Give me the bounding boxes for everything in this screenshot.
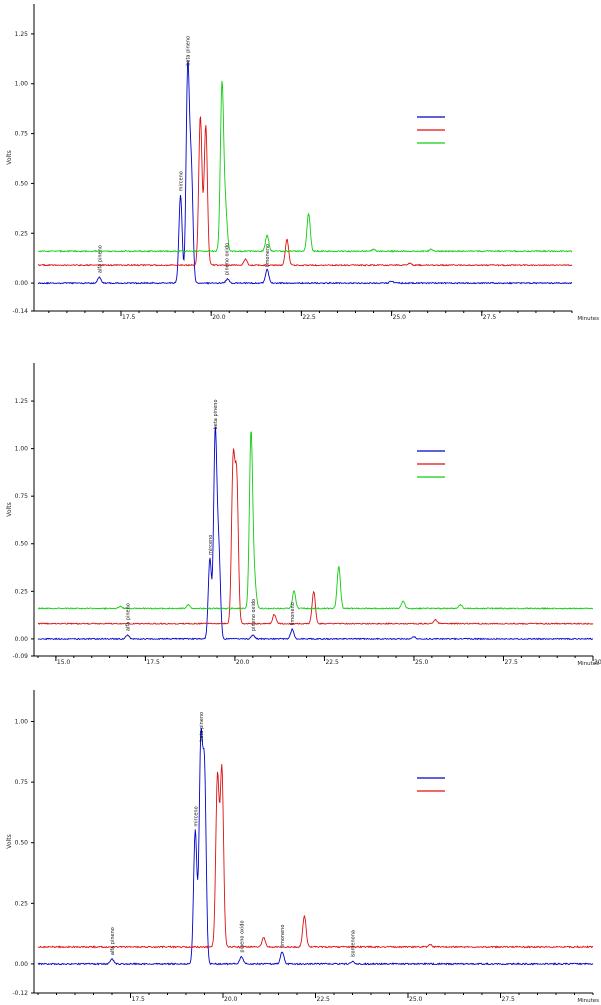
peak-annotation: mirceno	[193, 806, 199, 826]
x-tick-label: 22.5	[325, 659, 339, 666]
x-axis-unit-label: Minutes	[577, 998, 599, 1004]
chart-panel-2: -0.09 0.00 0.25 0.50 0.75 1.00 1.25 15.0 17.5 20.…	[6, 363, 601, 667]
series-trace-3	[37, 80, 573, 253]
y-tick-label: 0.75	[15, 131, 29, 138]
x-axis-unit-label: Minutes	[577, 661, 599, 667]
x-axis-unit-label: Minutes	[577, 316, 599, 322]
series-trace-1	[37, 727, 594, 966]
x-tick-label: 22.5	[302, 314, 316, 321]
x-tick-label: 17.5	[122, 314, 136, 321]
y-tick-label: 1.00	[15, 719, 29, 726]
peak-annotation: alfa pineno	[97, 245, 103, 273]
y-tick-label: 1.00	[15, 81, 29, 88]
y-tick-label: 0.75	[15, 779, 29, 786]
y-tick-label: 0.75	[15, 493, 29, 500]
series-trace-1	[37, 427, 594, 641]
x-tick-label: 22.5	[317, 996, 331, 1003]
y-tick-label: 1.25	[15, 31, 29, 38]
y-tick-label: 1.00	[15, 446, 29, 453]
x-tick-label: 20.0	[224, 996, 238, 1003]
x-tick-label: 27.5	[504, 659, 518, 666]
series-trace-2	[37, 764, 594, 949]
peak-annotation: beta pineno	[186, 36, 192, 66]
series-trace-3	[37, 431, 594, 610]
series-trace-2	[37, 448, 594, 625]
y-tick-label: 0.25	[15, 588, 29, 595]
peak-annotation: pineno oxido	[224, 243, 230, 275]
y-tick-label: -0.14	[12, 308, 28, 315]
y-axis-label: Volts	[6, 502, 13, 516]
y-tick-label: -0.09	[12, 653, 28, 660]
y-tick-label: 0.00	[15, 636, 29, 643]
x-tick-label: 25.0	[393, 314, 407, 321]
y-tick-label: 0.00	[15, 961, 29, 968]
y-tick-label: 0.00	[15, 280, 29, 287]
x-tick-label: 20.0	[236, 659, 250, 666]
y-axis-label: Volts	[6, 150, 13, 164]
peak-annotation: beta pineno	[199, 712, 205, 742]
x-tick-label: 17.5	[146, 659, 160, 666]
series-trace-2	[37, 116, 573, 267]
y-tick-label: 1.25	[15, 398, 29, 405]
peak-annotation: limoneno	[280, 925, 286, 948]
x-tick-label: 20.0	[212, 314, 226, 321]
y-tick-label: 0.50	[15, 840, 29, 847]
peak-annotation: alfa pineno	[110, 927, 116, 955]
x-tick-label: 25.0	[415, 659, 429, 666]
chart-panel-1: -0.14 0.00 0.25 0.50 0.75 1.00 1.25 17.5 20.0 22.…	[6, 4, 599, 322]
x-tick-label: 17.5	[132, 996, 146, 1003]
x-tick-label: 25.0	[409, 996, 423, 1003]
peak-annotation: pineno oxido	[240, 920, 246, 952]
peak-annotation: limoneno	[265, 244, 271, 267]
series-trace-1	[37, 60, 573, 285]
x-tick-label: 30.0	[594, 659, 601, 666]
peak-annotation: alfa pineno	[126, 603, 132, 631]
peak-annotation: mirceno	[208, 535, 214, 555]
y-tick-label: 0.25	[15, 900, 29, 907]
peak-annotation: pineno oxido	[251, 599, 257, 631]
y-tick-label: -0.12	[12, 990, 28, 997]
peak-annotation: beta pineno	[213, 399, 219, 429]
peak-annotation: mirceno	[179, 171, 185, 191]
chart-panel-3: -0.12 0.00 0.25 0.50 0.75 1.00 17.5 20.0 22.5 25.…	[6, 690, 599, 1004]
x-tick-label: 27.5	[502, 996, 516, 1003]
peak-annotation: limoneno	[290, 602, 296, 625]
y-tick-label: 0.50	[15, 180, 29, 187]
peak-annotation: isomenona	[351, 930, 357, 957]
y-tick-label: 0.50	[15, 541, 29, 548]
x-tick-label: 27.5	[483, 314, 497, 321]
y-tick-label: 0.25	[15, 230, 29, 237]
y-axis-label: Volts	[6, 834, 13, 848]
x-tick-label: 15.0	[57, 659, 71, 666]
